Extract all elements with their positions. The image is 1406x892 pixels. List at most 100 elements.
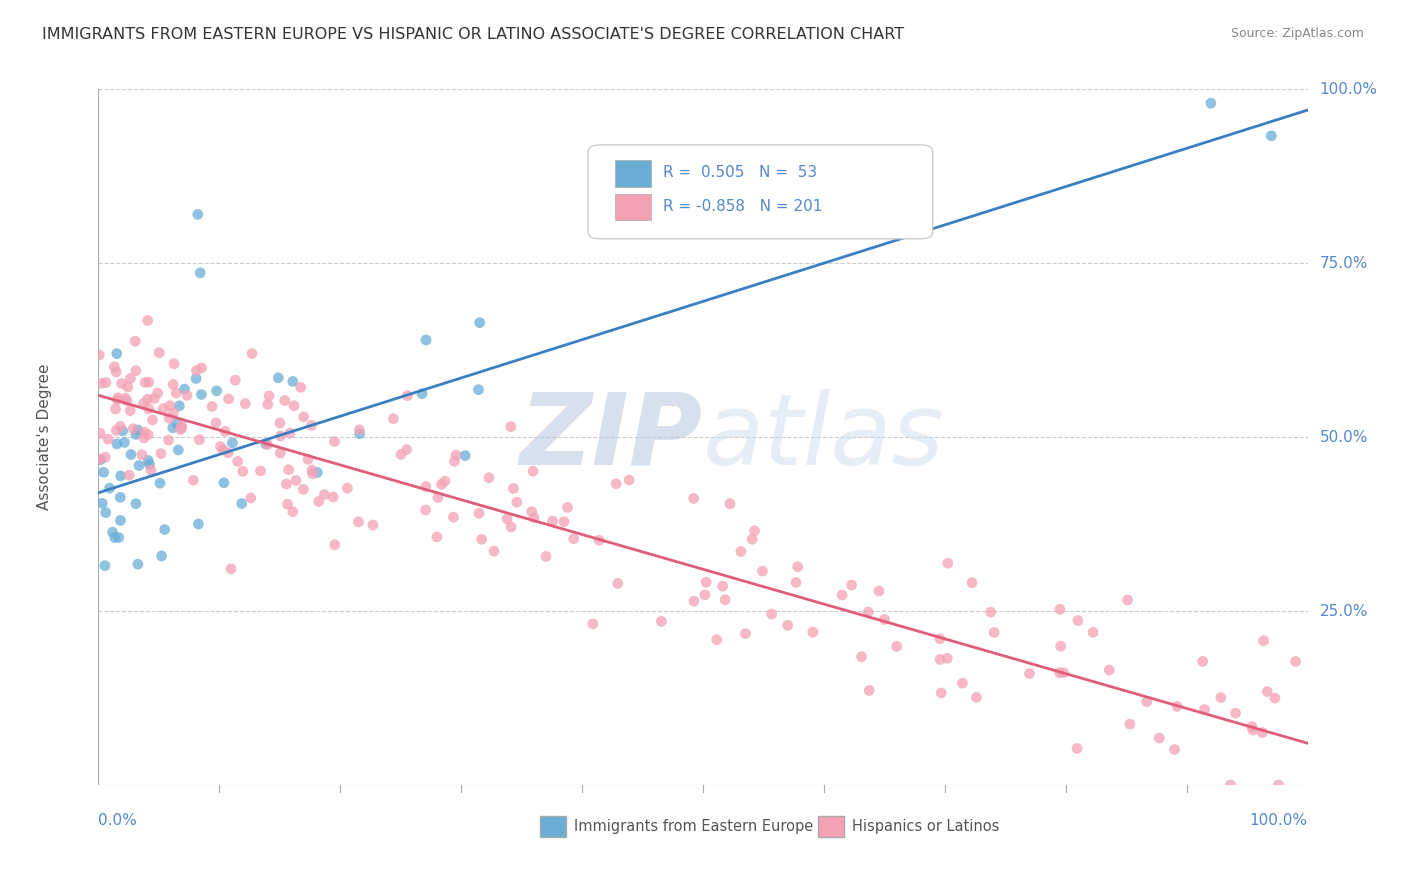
Point — [1166, 699, 1188, 714]
Point — [744, 524, 766, 538]
Point — [148, 345, 170, 359]
Point — [307, 466, 329, 480]
Point — [136, 453, 159, 467]
Point — [94, 558, 117, 573]
Point — [734, 626, 756, 640]
Point — [110, 376, 132, 391]
FancyBboxPatch shape — [614, 161, 651, 186]
Point — [785, 575, 807, 590]
Point — [1253, 633, 1275, 648]
Point — [1194, 702, 1216, 716]
Point — [269, 446, 291, 460]
Point — [110, 491, 132, 505]
Text: 100.0%: 100.0% — [1320, 82, 1378, 96]
Point — [478, 471, 501, 485]
Point — [120, 403, 142, 417]
Point — [187, 207, 209, 221]
Point — [136, 313, 159, 327]
Point — [89, 426, 111, 441]
Point — [683, 594, 706, 608]
Point — [868, 584, 890, 599]
Point — [94, 506, 117, 520]
Point — [482, 544, 505, 558]
Point — [582, 616, 605, 631]
Point — [105, 346, 128, 360]
Point — [415, 503, 437, 517]
Point — [224, 373, 246, 387]
Point — [522, 464, 544, 478]
Point — [1163, 742, 1185, 756]
Point — [499, 419, 522, 434]
Point — [107, 531, 129, 545]
Point — [1149, 731, 1171, 745]
Point — [301, 463, 323, 477]
Point — [112, 435, 135, 450]
Point — [499, 520, 522, 534]
Point — [277, 497, 299, 511]
Point — [323, 434, 346, 449]
Point — [1284, 655, 1306, 669]
Point — [929, 686, 952, 700]
Point — [443, 454, 465, 468]
Point — [98, 481, 121, 495]
Point — [170, 421, 193, 435]
Point — [166, 417, 188, 431]
Point — [1260, 128, 1282, 143]
Point — [1225, 706, 1247, 720]
Point — [952, 676, 974, 690]
Point — [426, 491, 449, 505]
Point — [184, 371, 207, 385]
Text: R =  0.505   N =  53: R = 0.505 N = 53 — [664, 165, 817, 180]
Point — [1191, 654, 1213, 668]
Point — [965, 690, 987, 705]
Point — [395, 442, 418, 457]
Point — [149, 476, 172, 491]
Text: R = -0.858   N = 201: R = -0.858 N = 201 — [664, 199, 823, 213]
Point — [120, 371, 142, 385]
Point — [169, 422, 191, 436]
Point — [105, 365, 128, 379]
Point — [1209, 690, 1232, 705]
Text: 50.0%: 50.0% — [1320, 430, 1368, 444]
Point — [281, 505, 304, 519]
Text: 0.0%: 0.0% — [98, 813, 138, 828]
Point — [695, 575, 717, 590]
Point — [606, 576, 628, 591]
Point — [960, 575, 983, 590]
Point — [1240, 720, 1263, 734]
Point — [382, 411, 405, 425]
Point — [105, 392, 128, 407]
Point — [277, 463, 299, 477]
Point — [520, 505, 543, 519]
Point — [131, 448, 153, 462]
Text: Hispanics or Latinos: Hispanics or Latinos — [852, 819, 1000, 833]
Point — [90, 376, 112, 391]
Point — [433, 474, 456, 488]
Point — [212, 442, 235, 457]
Point — [444, 448, 467, 462]
Point — [110, 513, 132, 527]
Point — [1256, 684, 1278, 698]
Point — [650, 615, 672, 629]
Text: Source: ZipAtlas.com: Source: ZipAtlas.com — [1230, 27, 1364, 40]
Point — [283, 399, 305, 413]
Point — [936, 556, 959, 570]
Point — [201, 400, 224, 414]
Point — [101, 525, 124, 540]
Point — [150, 549, 173, 563]
Point — [254, 437, 277, 451]
Point — [127, 558, 149, 572]
Point — [323, 538, 346, 552]
Point — [214, 425, 236, 439]
Point — [170, 418, 193, 433]
Point — [274, 393, 297, 408]
Point — [118, 468, 141, 483]
Point — [136, 392, 159, 407]
Point — [682, 491, 704, 506]
Point — [127, 423, 149, 437]
Point — [269, 416, 291, 430]
Point — [240, 346, 263, 360]
Point — [231, 497, 253, 511]
Text: Associate's Degree: Associate's Degree — [37, 364, 52, 510]
Point — [281, 375, 304, 389]
